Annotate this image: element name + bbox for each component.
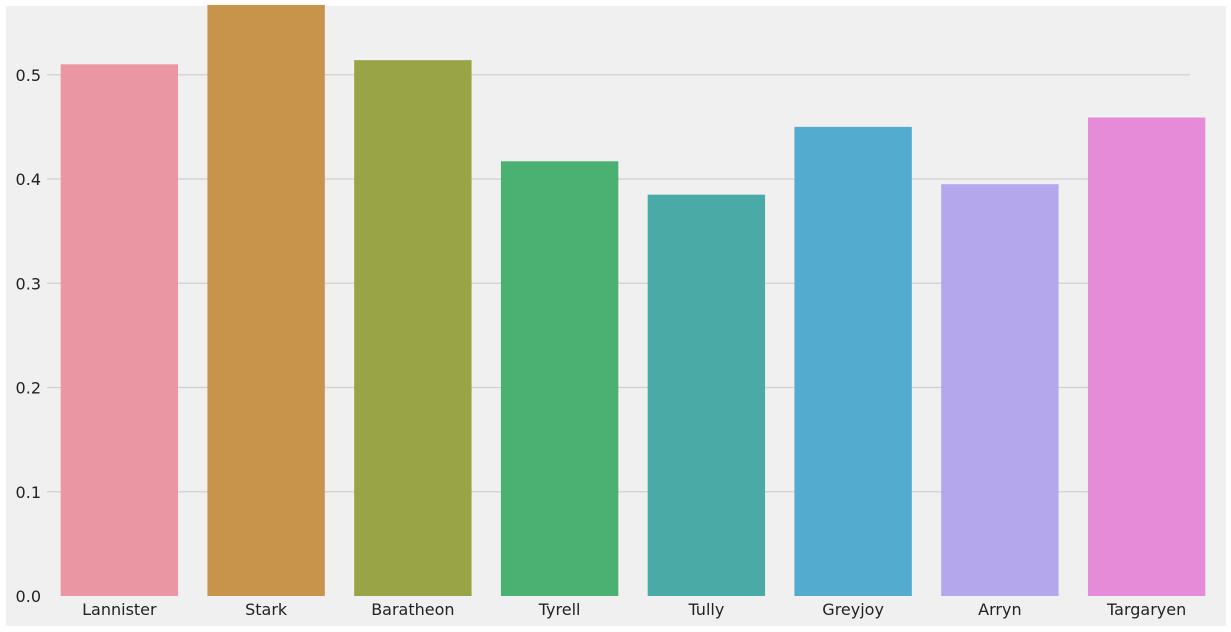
y-tick-label: 0.1 (16, 483, 41, 502)
bar-tyrell (500, 161, 619, 596)
bar-tully (647, 194, 766, 597)
y-tick-label: 0.5 (16, 66, 41, 85)
bar-targaryen (1087, 117, 1206, 596)
y-tick-label: 0.4 (16, 170, 41, 189)
x-tick-label: Stark (245, 600, 288, 619)
bar-lannister (60, 64, 179, 596)
y-tick-label: 0.0 (16, 587, 41, 606)
x-axis: Lannister Stark Baratheon Tyrell Tully Greyjo… (82, 600, 1186, 619)
x-tick-label: Tyrell (538, 600, 581, 619)
bar-arryn (941, 184, 1059, 596)
x-tick-label: Targaryen (1106, 600, 1186, 619)
x-tick-label: Lannister (82, 600, 157, 619)
x-tick-label: Greyjoy (822, 600, 884, 619)
bar-baratheon (354, 60, 472, 596)
x-tick-label: Arryn (978, 600, 1021, 619)
x-tick-label: Baratheon (371, 600, 454, 619)
bar-stark (207, 4, 325, 597)
bar-greyjoy (794, 126, 912, 597)
y-tick-label: 0.3 (16, 274, 41, 293)
x-tick-label: Tully (687, 600, 724, 619)
bars (60, 4, 1206, 597)
y-tick-label: 0.2 (16, 379, 41, 398)
y-axis: 0.0 0.1 0.2 0.3 0.4 0.5 (16, 66, 41, 606)
